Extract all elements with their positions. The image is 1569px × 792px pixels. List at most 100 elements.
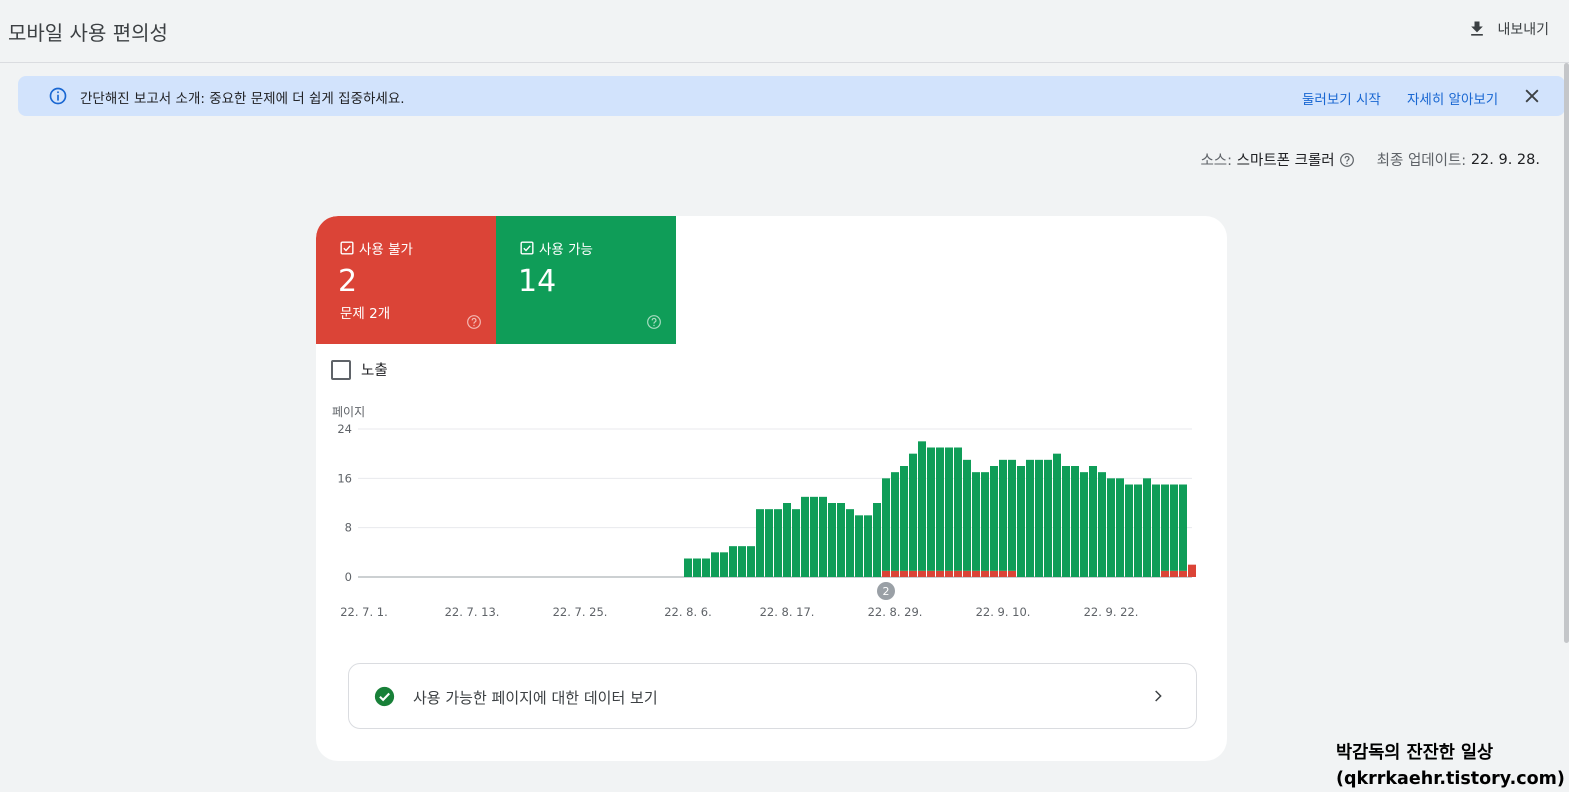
bar-usable bbox=[783, 503, 791, 577]
bar-unusable bbox=[972, 570, 980, 577]
summary-card: 사용 불가 2 문제 2개 사용 가능 14 노출 페이지 0 8 16 24 22. 7… bbox=[316, 216, 1227, 761]
bar-unusable bbox=[882, 570, 890, 577]
bar-unusable bbox=[1008, 570, 1016, 577]
bar-usable bbox=[1089, 466, 1097, 577]
checkbox-unchecked[interactable] bbox=[331, 359, 351, 380]
bar-unusable bbox=[999, 570, 1007, 577]
bar-usable bbox=[999, 459, 1007, 571]
source-label: 소스: bbox=[1200, 153, 1233, 169]
y-tick-label: 16 bbox=[337, 471, 352, 485]
bar-usable bbox=[1161, 484, 1169, 571]
bar-unusable bbox=[945, 570, 953, 577]
bar-usable bbox=[909, 453, 917, 571]
page-title: 모바일 사용 편의성 bbox=[8, 21, 168, 45]
impressions-label: 노출 bbox=[361, 363, 388, 379]
bar-usable bbox=[837, 503, 845, 577]
help-icon[interactable] bbox=[1339, 152, 1355, 168]
bar-usable bbox=[1116, 478, 1124, 577]
bar-usable bbox=[1071, 466, 1079, 577]
bar-usable bbox=[981, 472, 989, 571]
bar-usable bbox=[990, 466, 998, 571]
download-icon bbox=[1471, 21, 1484, 36]
bar-usable bbox=[846, 509, 854, 577]
bar-usable bbox=[936, 447, 944, 571]
bar-unusable bbox=[900, 570, 908, 577]
checkbox-checked-icon[interactable] bbox=[340, 241, 354, 255]
learn-more-link[interactable]: 자세히 알아보기 bbox=[1407, 92, 1499, 108]
bar-usable bbox=[1134, 484, 1142, 577]
bar-usable bbox=[720, 552, 728, 577]
y-axis-label: 페이지 bbox=[332, 405, 365, 419]
updated-value: 22. 9. 28. bbox=[1470, 151, 1540, 168]
bar-usable bbox=[693, 558, 701, 577]
impressions-toggle[interactable]: 노출 bbox=[331, 359, 388, 380]
usable-label: 사용 가능 bbox=[539, 242, 593, 258]
bar-usable bbox=[1044, 459, 1052, 577]
bar-usable bbox=[927, 447, 935, 571]
help-icon[interactable] bbox=[646, 314, 662, 330]
close-icon[interactable] bbox=[1522, 86, 1542, 106]
bar-usable bbox=[954, 447, 962, 571]
export-label: 내보내기 bbox=[1497, 22, 1549, 38]
watermark: 박감독의 잔잔한 일상 (qkrrkaehr.tistory.com) bbox=[1336, 740, 1565, 792]
x-tick-label: 22. 9. 22. bbox=[1084, 605, 1139, 619]
y-tick-label: 8 bbox=[345, 521, 352, 535]
bar-unusable bbox=[891, 570, 899, 577]
y-tick-label: 0 bbox=[345, 570, 352, 584]
bar-usable bbox=[918, 441, 926, 571]
unusable-tile[interactable]: 사용 불가 2 문제 2개 bbox=[316, 216, 496, 344]
x-tick-label: 22. 7. 1. bbox=[340, 605, 388, 619]
bar-usable bbox=[1098, 472, 1106, 577]
x-tick-label: 22. 8. 6. bbox=[664, 605, 712, 619]
y-tick-label: 24 bbox=[337, 422, 352, 436]
x-tick-label: 22. 7. 25. bbox=[553, 605, 608, 619]
bar-usable bbox=[801, 496, 809, 577]
bar-usable bbox=[945, 447, 953, 571]
bar-usable bbox=[1026, 459, 1034, 577]
scrollbar[interactable] bbox=[1564, 63, 1569, 643]
bar-usable bbox=[1170, 484, 1178, 571]
bar-usable bbox=[765, 509, 773, 577]
bar-usable bbox=[729, 546, 737, 577]
bar-usable bbox=[1125, 484, 1133, 577]
bar-usable bbox=[891, 472, 899, 571]
bar-usable bbox=[1080, 472, 1088, 577]
help-icon[interactable] bbox=[466, 314, 482, 330]
bar-usable bbox=[702, 558, 710, 577]
bar-unusable bbox=[963, 570, 971, 577]
view-usable-pages-row[interactable]: 사용 가능한 페이지에 대한 데이터 보기 bbox=[348, 663, 1197, 729]
bar-usable bbox=[774, 509, 782, 577]
bar-unusable bbox=[954, 570, 962, 577]
export-button[interactable]: 내보내기 bbox=[1467, 19, 1549, 39]
annotation-marker bbox=[877, 582, 895, 600]
checkbox-checked-icon[interactable] bbox=[520, 241, 534, 255]
bar-usable bbox=[855, 515, 863, 577]
source-value: 스마트폰 크롤러 bbox=[1236, 153, 1335, 169]
bar-usable bbox=[963, 459, 971, 571]
bar-unusable bbox=[918, 570, 926, 577]
info-banner: 간단해진 보고서 소개: 중요한 문제에 더 쉽게 집중하세요. 둘러보기 시작… bbox=[18, 76, 1565, 116]
bar-usable bbox=[756, 509, 764, 577]
start-tour-link[interactable]: 둘러보기 시작 bbox=[1302, 92, 1381, 108]
x-tick-label: 22. 7. 13. bbox=[445, 605, 500, 619]
bar-unusable bbox=[990, 570, 998, 577]
usable-tile[interactable]: 사용 가능 14 bbox=[496, 216, 676, 344]
updated-label: 최종 업데이트: bbox=[1376, 153, 1467, 169]
bar-usable bbox=[1008, 459, 1016, 571]
bar-usable bbox=[900, 466, 908, 571]
bar-unusable bbox=[927, 570, 935, 577]
bar-usable bbox=[1053, 453, 1061, 577]
report-meta: 소스: 스마트폰 크롤러 최종 업데이트: 22. 9. 28. bbox=[1200, 149, 1540, 170]
bar-unusable bbox=[1179, 570, 1187, 577]
x-tick-label: 22. 8. 29. bbox=[868, 605, 923, 619]
unusable-label: 사용 불가 bbox=[359, 242, 413, 258]
annotation-label: 2 bbox=[883, 585, 890, 598]
bar-usable bbox=[1152, 484, 1160, 577]
bar-usable bbox=[882, 478, 890, 571]
bar-unusable bbox=[1188, 564, 1196, 577]
bar-unusable bbox=[1161, 570, 1169, 577]
bar-usable bbox=[711, 552, 719, 577]
bar-usable bbox=[738, 546, 746, 577]
x-tick-label: 22. 9. 10. bbox=[976, 605, 1031, 619]
